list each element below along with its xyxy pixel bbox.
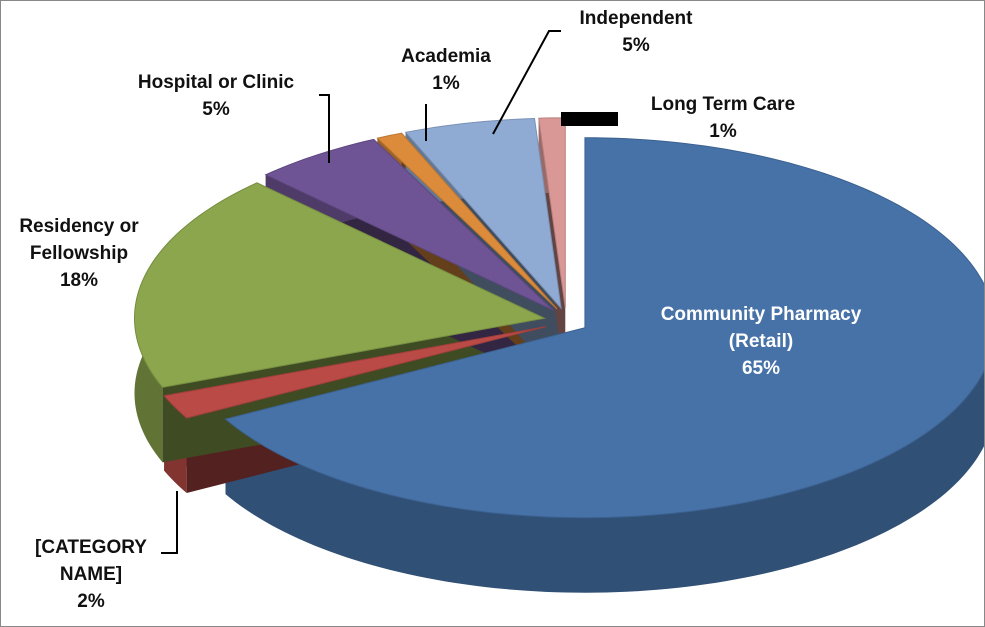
value-label: 65% — [741, 358, 781, 379]
leader-lines — [161, 30, 618, 554]
data-label: Academia 1% — [371, 43, 521, 97]
data-label: [CATEGORY NAME] 2% — [11, 534, 171, 615]
leader-line — [161, 491, 178, 554]
data-label: Hospital or Clinic 5% — [106, 69, 326, 123]
value-label: 18% — [59, 270, 99, 291]
value-label: 5% — [202, 99, 230, 120]
data-label: Community Pharmacy (Retail) 65% — [651, 301, 871, 382]
category-label: [CATEGORY NAME] — [35, 537, 147, 585]
slice — [404, 118, 562, 310]
category-label: Academia — [401, 46, 491, 67]
category-label: Hospital or Clinic — [137, 72, 295, 93]
value-label: 5% — [622, 35, 650, 56]
slice — [264, 138, 554, 311]
value-label: 1% — [432, 73, 460, 94]
slice — [224, 137, 984, 519]
value-label: 1% — [709, 121, 737, 142]
leader-line — [319, 94, 330, 163]
category-label: Independent — [579, 8, 693, 29]
slice — [133, 182, 547, 388]
category-label: Long Term Care — [650, 94, 796, 115]
slice-tops — [133, 117, 984, 519]
data-label: Independent 5% — [551, 5, 721, 59]
data-label: Long Term Care 1% — [618, 91, 828, 145]
data-label: Residency or Fellowship 18% — [1, 213, 159, 294]
category-label: Residency or Fellowship — [19, 216, 139, 264]
value-label: 2% — [77, 591, 105, 612]
leader-line — [492, 30, 561, 135]
category-label: Community Pharmacy (Retail) — [660, 304, 862, 352]
slice — [163, 326, 547, 419]
slice — [376, 132, 558, 310]
